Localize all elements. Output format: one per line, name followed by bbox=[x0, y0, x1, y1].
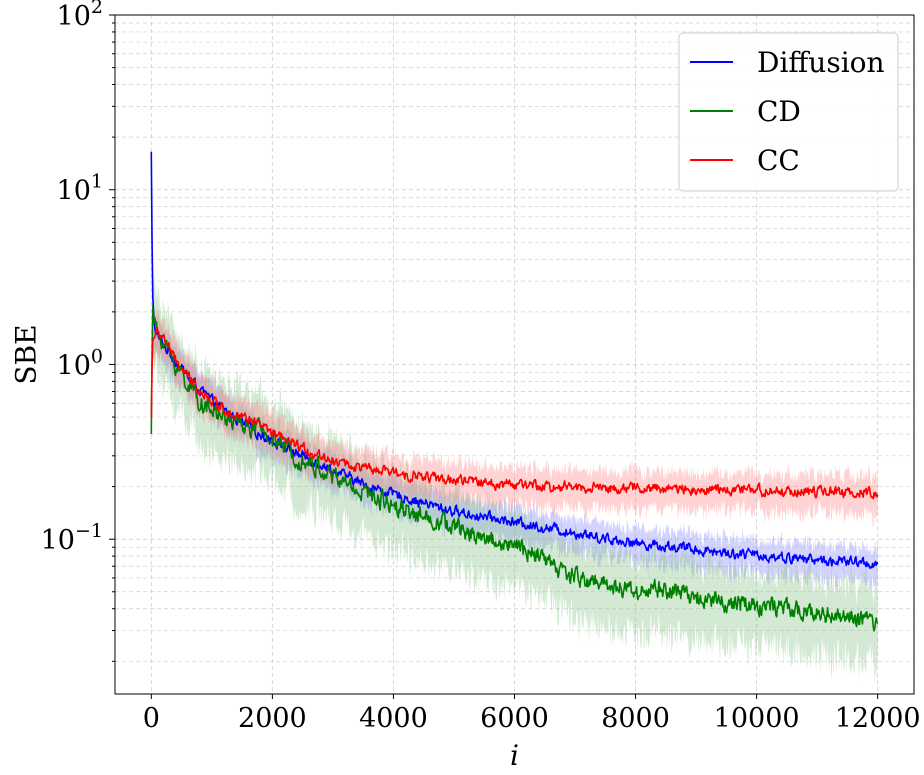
axis-ticks: 0 2000 4000 6000 8000 10000 12000 10−1 100 101 102 bbox=[41, 0, 921, 734]
x-tick-label: 0 bbox=[143, 703, 160, 734]
legend-label-diffusion: Diffusion bbox=[757, 46, 885, 79]
y-tick-label: 10−1 bbox=[41, 520, 103, 556]
y-tick-label: 100 bbox=[57, 345, 103, 381]
x-tick-label: 12000 bbox=[835, 703, 921, 734]
series-line-cd bbox=[150, 305, 879, 632]
legend-frame bbox=[678, 32, 899, 192]
legend-label-cd: CD bbox=[757, 95, 801, 128]
x-tick-label: 4000 bbox=[359, 703, 428, 734]
series-lines bbox=[150, 151, 879, 632]
band-cd bbox=[151, 262, 878, 685]
x-tick-label: 6000 bbox=[480, 703, 549, 734]
x-tick-label: 8000 bbox=[601, 703, 670, 734]
x-axis-title: i bbox=[510, 739, 519, 772]
legend: Diffusion CD CC bbox=[678, 32, 899, 192]
legend-label-cc: CC bbox=[757, 144, 800, 177]
y-tick-label: 101 bbox=[57, 171, 103, 207]
y-axis-title: SBE bbox=[10, 324, 43, 384]
x-tick-label: 2000 bbox=[238, 703, 307, 734]
x-tick-label: 10000 bbox=[714, 703, 800, 734]
y-tick-label: 102 bbox=[57, 0, 103, 32]
series-line-cc bbox=[150, 326, 879, 500]
grid bbox=[115, 14, 914, 694]
